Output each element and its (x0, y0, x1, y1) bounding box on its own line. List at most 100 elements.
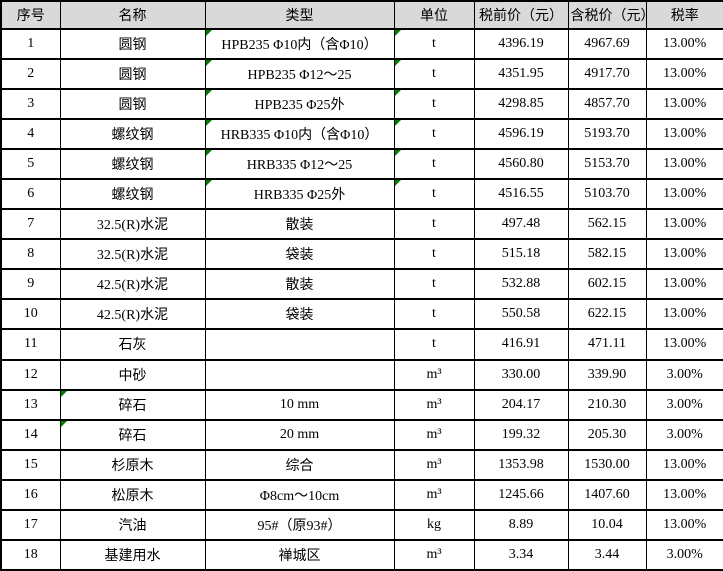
cell-pretax-price: 532.88 (473, 268, 569, 301)
cell-serial-number: 2 (0, 58, 61, 91)
cell-text: 13.00% (663, 126, 707, 142)
cell-text: 圆钢 (118, 68, 147, 84)
table-row: 11 石灰 t 416.91 471.11 13.00% (0, 328, 723, 361)
cell-text: 禅城区 (278, 548, 321, 564)
cell-text: 416.91 (501, 336, 541, 352)
col-header-material-type: 类型 (204, 0, 395, 30)
cell-serial-number: 15 (0, 448, 61, 481)
cell-pretax-price: 515.18 (473, 238, 569, 271)
cell-text: 圆钢 (118, 38, 147, 54)
cell-text: 20 mm (279, 426, 320, 442)
cell-text: 13.00% (663, 96, 707, 112)
cell-serial-number: 18 (0, 538, 61, 571)
cell-text: 5 (27, 156, 35, 172)
cell-text: Φ8cm～10cm (259, 488, 340, 504)
cell-text: m³ (426, 456, 442, 472)
cell-text: 17 (23, 516, 38, 532)
cell-tax-included-price: 10.04 (567, 508, 647, 541)
cell-serial-number: 11 (0, 328, 61, 361)
error-indicator-triangle-icon (61, 421, 67, 427)
error-indicator-triangle-icon (395, 181, 401, 187)
col-header-unit: 单位 (393, 0, 475, 30)
cell-text: kg (427, 516, 441, 532)
table-row: 4 螺纹钢 HRB335 Φ10内（含Φ10） t 4596.19 5193.70 13.0… (0, 118, 723, 151)
cell-material-name: 碎石 (59, 388, 206, 421)
cell-text: 8.89 (508, 516, 534, 532)
cell-text: 碎石 (118, 428, 147, 444)
cell-serial-number: 13 (0, 388, 61, 421)
cell-text: 1353.98 (498, 456, 544, 472)
table-row: 7 32.5(R)水泥 散装 t 497.48 562.15 13.00% (0, 208, 723, 241)
cell-text: HPB235 Φ25外 (254, 98, 345, 114)
cell-text: 32.5(R)水泥 (96, 248, 169, 264)
cell-pretax-price: 1245.66 (473, 478, 569, 511)
cell-pretax-price: 4596.19 (473, 118, 569, 151)
cell-tax-rate: 13.00% (645, 118, 723, 151)
cell-tax-rate: 13.00% (645, 508, 723, 541)
cell-text: 13.00% (663, 306, 707, 322)
cell-unit: t (393, 58, 475, 91)
cell-text: 石灰 (118, 338, 147, 354)
error-indicator-triangle-icon (395, 91, 401, 97)
cell-text: 13 (23, 396, 38, 412)
cell-material-name: 32.5(R)水泥 (59, 208, 206, 241)
col-header-serial-number: 序号 (0, 0, 61, 30)
cell-tax-rate: 13.00% (645, 448, 723, 481)
cell-text: 基建用水 (104, 548, 161, 564)
cell-unit: m³ (393, 538, 475, 571)
cell-pretax-price: 550.58 (473, 298, 569, 331)
cell-tax-rate: 13.00% (645, 58, 723, 91)
col-header-tax-included-price: 含税价（元） (567, 0, 647, 30)
table-row: 14 碎石 20 mm m³ 199.32 205.30 3.00% (0, 418, 723, 451)
cell-material-name: 42.5(R)水泥 (59, 268, 206, 301)
cell-unit: t (393, 238, 475, 271)
cell-text: t (432, 96, 436, 112)
cell-text: m³ (426, 396, 442, 412)
cell-tax-included-price: 5193.70 (567, 118, 647, 151)
cell-tax-rate: 13.00% (645, 148, 723, 181)
cell-serial-number: 12 (0, 358, 61, 391)
cell-text: 13.00% (663, 276, 707, 292)
cell-tax-included-price: 602.15 (567, 268, 647, 301)
table-row: 12 中砂 m³ 330.00 339.90 3.00% (0, 358, 723, 391)
cell-text: 622.15 (587, 306, 627, 322)
cell-pretax-price: 204.17 (473, 388, 569, 421)
cell-text: 32.5(R)水泥 (96, 218, 169, 234)
cell-text: 1530.00 (584, 456, 630, 472)
cell-material-type: HPB235 Φ25外 (204, 88, 395, 121)
cell-material-type (204, 328, 395, 361)
cell-text: 8 (27, 246, 35, 262)
cell-tax-rate: 13.00% (645, 208, 723, 241)
cell-material-name: 石灰 (59, 328, 206, 361)
cell-serial-number: 8 (0, 238, 61, 271)
table-row: 6 螺纹钢 HRB335 Φ25外 t 4516.55 5103.70 13.00% (0, 178, 723, 211)
cell-material-name: 碎石 (59, 418, 206, 451)
cell-unit: t (393, 268, 475, 301)
cell-material-name: 螺纹钢 (59, 118, 206, 151)
cell-text: 16 (23, 486, 38, 502)
cell-tax-rate: 13.00% (645, 268, 723, 301)
cell-unit: t (393, 118, 475, 151)
cell-text: 散装 (285, 218, 314, 234)
cell-material-type: 20 mm (204, 418, 395, 451)
cell-text: 5193.70 (584, 126, 630, 142)
cell-material-type: HRB335 Φ25外 (204, 178, 395, 211)
cell-text: t (432, 336, 436, 352)
cell-text: 42.5(R)水泥 (96, 278, 169, 294)
cell-text: t (432, 156, 436, 172)
cell-material-name: 汽油 (59, 508, 206, 541)
cell-material-type: 禅城区 (204, 538, 395, 571)
cell-tax-rate: 3.00% (645, 388, 723, 421)
cell-material-name: 螺纹钢 (59, 148, 206, 181)
cell-text: 汽油 (118, 518, 147, 534)
cell-text: 松原木 (111, 488, 154, 504)
cell-text: HPB235 Φ10内（含Φ10） (221, 38, 378, 54)
error-indicator-triangle-icon (395, 61, 401, 67)
cell-text: m³ (426, 366, 442, 382)
cell-material-name: 圆钢 (59, 58, 206, 91)
cell-serial-number: 3 (0, 88, 61, 121)
cell-unit: t (393, 208, 475, 241)
table-row: 8 32.5(R)水泥 袋装 t 515.18 582.15 13.00% (0, 238, 723, 271)
cell-unit: kg (393, 508, 475, 541)
